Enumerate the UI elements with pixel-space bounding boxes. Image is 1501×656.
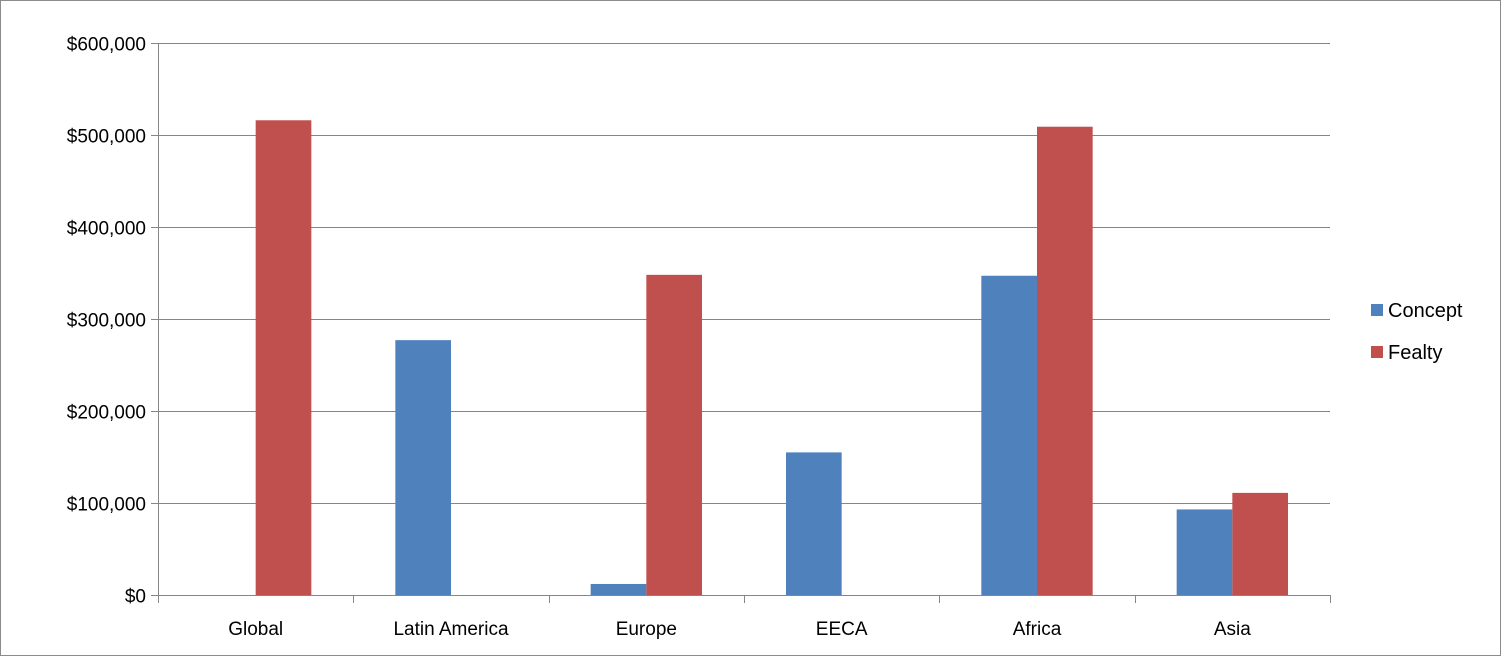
y-tick-label: $500,000 bbox=[67, 127, 146, 148]
bar-concept-europe bbox=[590, 583, 647, 595]
legend-swatch-fealty bbox=[1371, 346, 1383, 358]
x-axis-ticks: Global Latin America Europe EECA Africa Asia bbox=[158, 595, 1331, 640]
y-tick-label: $0 bbox=[125, 587, 146, 608]
bar-fealty-asia bbox=[1232, 492, 1289, 595]
x-tick-label: Europe bbox=[616, 619, 677, 640]
x-tick-label: Latin America bbox=[393, 619, 509, 640]
bar-concept-eeca bbox=[785, 452, 842, 595]
x-tick-label: Asia bbox=[1214, 619, 1251, 640]
legend: Concept Fealty bbox=[1371, 300, 1463, 364]
x-tick-label: Africa bbox=[1013, 619, 1062, 640]
legend-label-concept: Concept bbox=[1388, 300, 1463, 322]
y-tick-label: $200,000 bbox=[67, 403, 146, 424]
y-tick-label: $100,000 bbox=[67, 495, 146, 516]
gridlines bbox=[158, 43, 1330, 504]
bar-fealty-africa bbox=[1037, 126, 1093, 595]
y-tick-label: $400,000 bbox=[67, 219, 146, 240]
legend-label-fealty: Fealty bbox=[1388, 342, 1442, 364]
bars bbox=[255, 120, 1289, 595]
bar-concept-asia bbox=[1176, 509, 1233, 595]
y-axis-ticks: $0 $100,000 $200,000 $300,000 $400,000 $500,0… bbox=[67, 35, 158, 608]
bar-concept-latin-america bbox=[395, 340, 451, 595]
bar-concept-africa bbox=[981, 275, 1037, 595]
legend-swatch-concept bbox=[1371, 304, 1383, 316]
x-tick-label: EECA bbox=[816, 619, 868, 640]
x-tick-label: Global bbox=[228, 619, 283, 640]
bar-fealty-global bbox=[255, 120, 312, 595]
y-tick-label: $600,000 bbox=[67, 35, 146, 56]
y-tick-label: $300,000 bbox=[67, 311, 146, 332]
bar-fealty-europe bbox=[646, 274, 703, 595]
